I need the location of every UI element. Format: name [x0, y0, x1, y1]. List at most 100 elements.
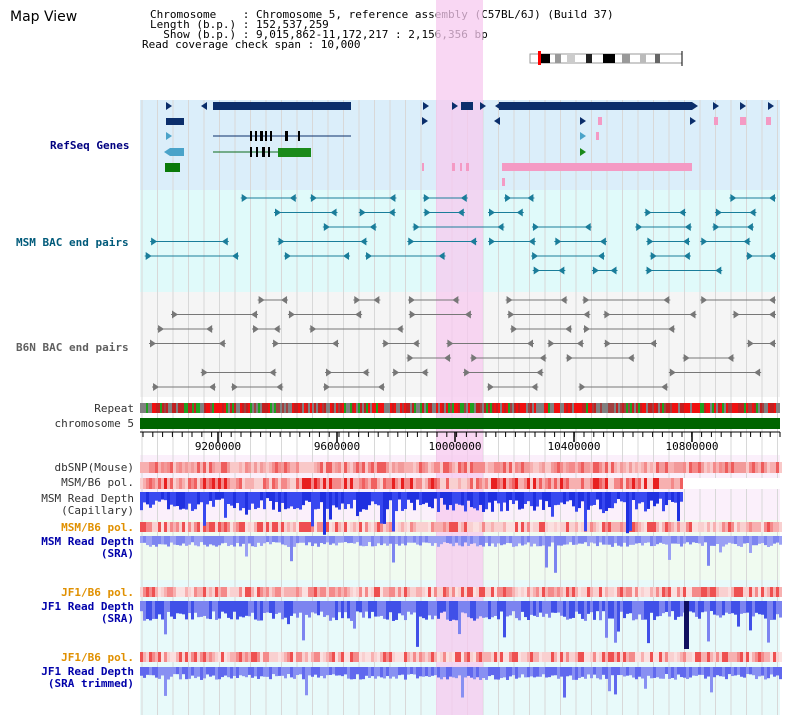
msm-capillary-depth-bar	[464, 492, 467, 512]
jf1-read-depth-sra-label[interactable]: JF1 Read Depth (SRA)	[41, 601, 134, 625]
jf1-pol2-cell	[284, 652, 287, 662]
msm-sra-depth-bar	[380, 536, 383, 546]
msm-capillary-depth-bar	[236, 492, 239, 504]
msm-pol2-cell	[581, 522, 584, 532]
msm-pol-cell	[686, 478, 689, 489]
jf1-trimmed-depth-bar	[332, 667, 335, 675]
jf1-b6-pol-2-label[interactable]: JF1/B6 pol.	[61, 651, 134, 664]
jf1-trimmed-depth-bar	[464, 667, 467, 678]
jf1-pol-cell	[185, 587, 188, 597]
msm-pol-cell	[611, 478, 614, 489]
msm-capillary-depth-bar	[350, 492, 353, 509]
repeat-segment	[168, 403, 170, 413]
dbsnp-cell	[197, 462, 200, 473]
repeat-segment	[324, 403, 326, 413]
jf1-pol-cell	[152, 587, 155, 597]
jf1-pol2-cell	[437, 652, 440, 662]
jf1-sra-depth-bar	[395, 601, 398, 620]
jf1-sra-depth-bar	[179, 601, 182, 614]
msm-pol-cell	[656, 478, 659, 489]
msm-capillary-depth-bar	[443, 492, 446, 505]
msm-bac-pair-end	[151, 237, 158, 246]
dbsnp-cell	[263, 462, 266, 473]
jf1-sra-depth-bar	[482, 601, 485, 618]
jf1-pol2-cell	[626, 652, 629, 662]
msm-read-depth-capillary-label[interactable]: MSM Read Depth (Capillary)	[41, 493, 134, 517]
exon	[262, 147, 265, 157]
msm-pol2-cell	[728, 522, 731, 532]
jf1-trimmed-depth-bar	[146, 667, 149, 675]
msm-sra-depth-bar	[548, 536, 551, 547]
msm-capillary-depth-bar	[248, 492, 251, 510]
jf1-trimmed-depth-bar	[245, 667, 248, 678]
jf1-pol2-cell	[323, 652, 326, 662]
msm-pol-cell	[551, 478, 554, 489]
msm-capillary-depth-bar	[296, 492, 299, 509]
dbsnp-label[interactable]: dbSNP(Mouse)	[54, 461, 134, 474]
dbsnp-cell	[581, 462, 584, 473]
jf1-sra-depth-bar	[419, 601, 422, 617]
msm-bac-pair-end	[715, 266, 722, 275]
msm-sra-depth-bar	[317, 536, 320, 547]
dbsnp-cell	[515, 462, 518, 473]
msm-capillary-depth-bar	[170, 492, 173, 505]
msm-bac-label[interactable]: MSM BAC end pairs	[16, 236, 129, 249]
jf1-pol2-cell	[425, 652, 428, 662]
jf1-pol2-cell	[419, 652, 422, 662]
msm-capillary-depth-bar	[413, 492, 416, 511]
jf1-pol2-cell	[293, 652, 296, 662]
msm-pol2-cell	[605, 522, 608, 532]
msm-sra-depth-bar	[356, 536, 359, 543]
repeat-segment	[262, 403, 264, 413]
jf1-trimmed-depth-bar	[296, 667, 299, 676]
msm-bac-pair-end	[769, 194, 775, 202]
dbsnp-cell	[641, 462, 644, 473]
jf1-b6-pol-label[interactable]: JF1/B6 pol.	[61, 586, 134, 599]
jf1-sra-depth-bar	[224, 601, 227, 614]
b6n-bac-label[interactable]: B6N BAC end pairs	[16, 341, 129, 354]
msm-capillary-depth-bar	[341, 492, 344, 504]
jf1-pol2-cell	[443, 652, 446, 662]
msm-pol2-cell	[359, 522, 362, 532]
msm-b6-pol-label[interactable]: MSM/B6 pol.	[61, 476, 134, 489]
jf1-pol-cell	[566, 587, 569, 597]
jf1-trimmed-depth-bar	[314, 667, 317, 675]
repeat-segment	[420, 403, 422, 413]
dbsnp-cell	[404, 462, 407, 473]
msm-sra-depth-bar	[464, 536, 467, 543]
jf1-pol-cell	[374, 587, 377, 597]
msm-read-depth-sra-label[interactable]: MSM Read Depth (SRA)	[41, 536, 134, 560]
jf1-pol-cell	[491, 587, 494, 597]
jf1-pol-cell	[191, 587, 194, 597]
b6n-bac-pair-end	[373, 296, 380, 304]
dbsnp-cell	[155, 462, 158, 473]
jf1-sra-depth-bar	[461, 601, 464, 613]
msm-sra-depth-bar	[314, 536, 317, 544]
msm-sra-depth-bar	[422, 536, 425, 543]
repeat-segment	[368, 403, 370, 413]
jf1-sra-depth-bar	[404, 601, 407, 621]
msm-pol-cell	[743, 478, 746, 489]
jf1-sra-depth-bar	[425, 601, 428, 620]
jf1-pol-cell	[776, 587, 779, 597]
dbsnp-cell	[374, 462, 377, 473]
msm-sra-depth-bar	[689, 536, 692, 545]
jf1-pol-cell	[713, 587, 716, 597]
jf1-pol-cell	[161, 587, 164, 597]
jf1-sra-depth-bar	[170, 601, 173, 617]
msm-pol2-cell	[641, 522, 644, 532]
refseq-genes-label[interactable]: RefSeq Genes	[50, 139, 130, 152]
jf1-trimmed-depth-bar	[608, 667, 611, 692]
jf1-read-depth-trimmed-label[interactable]: JF1 Read Depth (SRA trimmed)	[41, 666, 134, 690]
repeat-segment	[394, 403, 396, 413]
msm-capillary-depth-bar	[185, 492, 188, 510]
msm-pol-cell	[278, 478, 281, 489]
msm-capillary-depth-bar	[221, 492, 224, 499]
msm-b6-pol-2-label[interactable]: MSM/B6 pol.	[61, 521, 134, 534]
msm-sra-depth-bar	[656, 536, 659, 545]
repeat-segment	[156, 403, 158, 413]
msm-pol2-cell	[464, 522, 467, 532]
msm-pol-cell	[407, 478, 410, 489]
msm-capillary-depth-bar	[428, 492, 431, 507]
